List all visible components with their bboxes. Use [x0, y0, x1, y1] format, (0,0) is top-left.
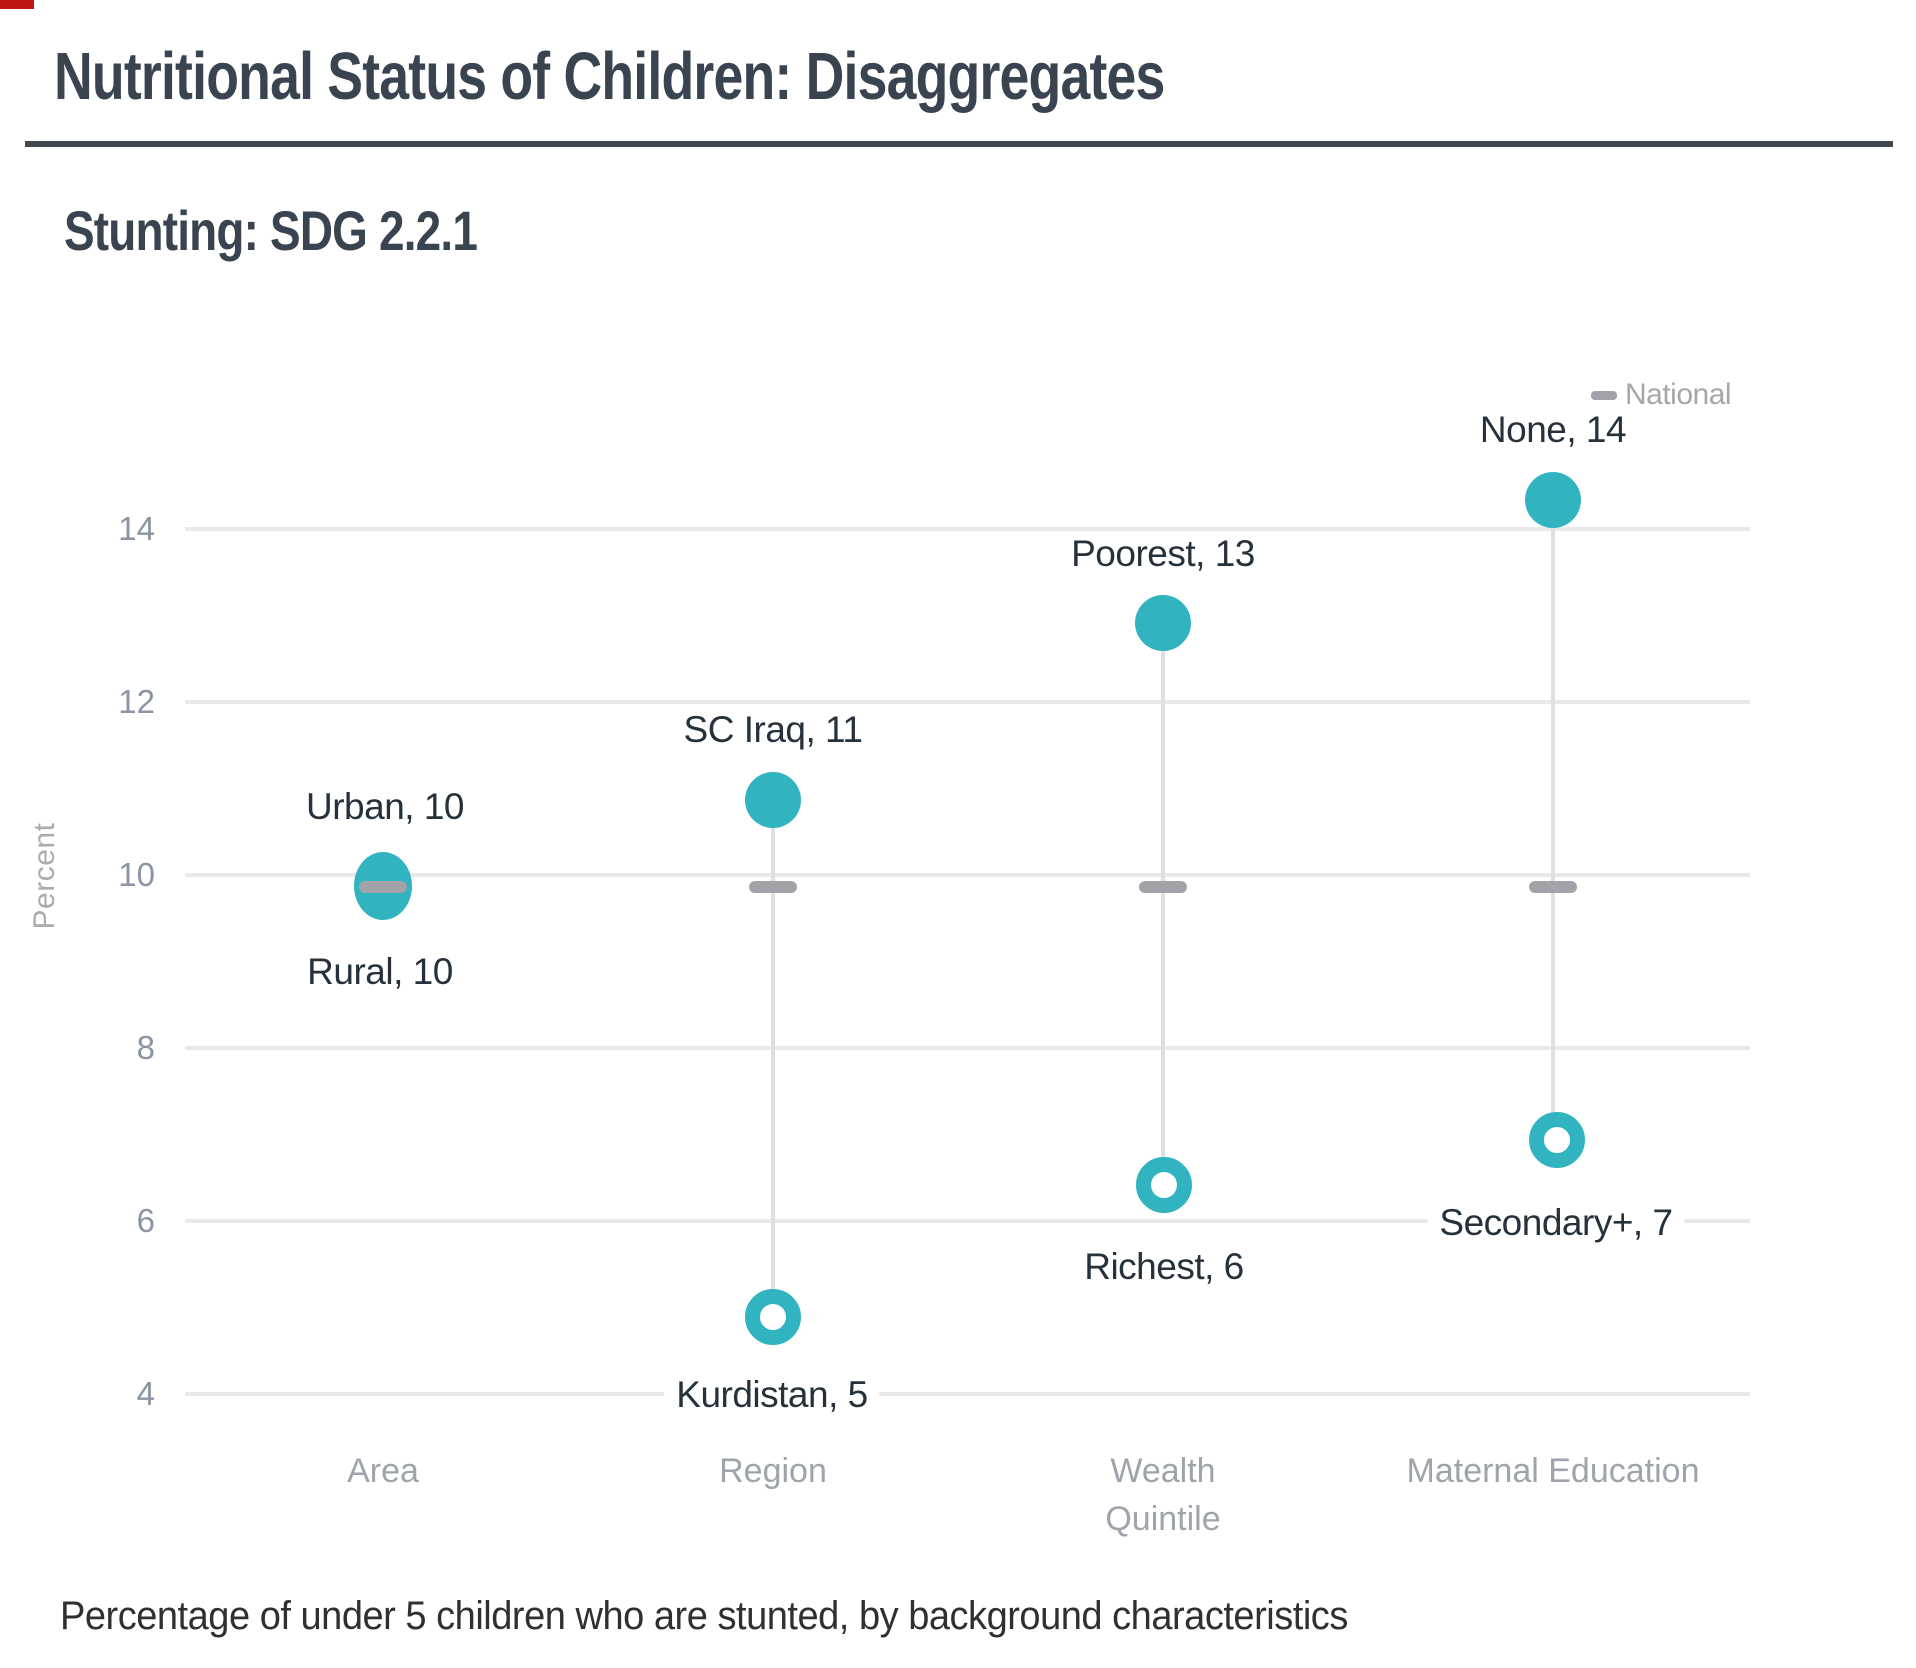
grid-line — [185, 873, 1750, 877]
y-tick-label: 12 — [118, 683, 155, 720]
point-label: SC Iraq, 11 — [671, 707, 875, 753]
national-dash — [359, 881, 407, 893]
y-tick-label: 8 — [136, 1029, 155, 1066]
point-label: Secondary+, 7 — [1427, 1200, 1685, 1246]
national-dash-icon — [1591, 390, 1617, 400]
national-dash — [749, 881, 797, 893]
legend-national: National — [1591, 378, 1732, 412]
connector-line — [771, 800, 775, 1317]
point-label: Kurdistan, 5 — [664, 1372, 880, 1418]
grid-line — [185, 1046, 1750, 1050]
category-label: Region — [719, 1452, 827, 1490]
y-tick-label: 4 — [136, 1375, 155, 1412]
grid-line — [185, 700, 1750, 704]
grid-line — [185, 1392, 1750, 1396]
national-dash — [1529, 881, 1577, 893]
y-tick-label: 6 — [136, 1202, 155, 1239]
page-title: Nutritional Status of Children: Disaggre… — [54, 39, 1165, 114]
grid-line — [185, 1219, 1750, 1223]
point-label: Urban, 10 — [294, 784, 476, 830]
category-label: Area — [347, 1452, 419, 1490]
grid-line — [185, 527, 1750, 531]
point-label: Poorest, 13 — [1059, 531, 1267, 577]
national-dash — [1139, 881, 1187, 893]
connector-line — [1161, 623, 1165, 1185]
category-label: Wealth Quintile — [1105, 1452, 1221, 1538]
legend-national-label: National — [1625, 378, 1732, 411]
data-point-dot — [745, 772, 801, 828]
chart-subtitle: Stunting: SDG 2.2.1 — [64, 199, 478, 262]
data-point-open-dot — [1136, 1157, 1192, 1213]
data-point-dot — [1525, 472, 1581, 528]
corner-mark — [0, 0, 34, 9]
y-tick-label: 14 — [118, 510, 155, 547]
title-divider — [25, 141, 1893, 147]
point-label: None, 14 — [1467, 407, 1639, 453]
data-point-open-dot — [745, 1289, 801, 1345]
connector-line — [1551, 500, 1555, 1140]
chart-caption: Percentage of under 5 children who are s… — [60, 1594, 1348, 1638]
data-point-dot — [1135, 595, 1191, 651]
point-label: Rural, 10 — [295, 949, 465, 995]
data-point-open-dot — [1529, 1112, 1585, 1168]
point-label: Richest, 6 — [1072, 1244, 1256, 1290]
category-label: Maternal Education — [1406, 1452, 1700, 1490]
y-tick-label: 10 — [118, 856, 155, 893]
